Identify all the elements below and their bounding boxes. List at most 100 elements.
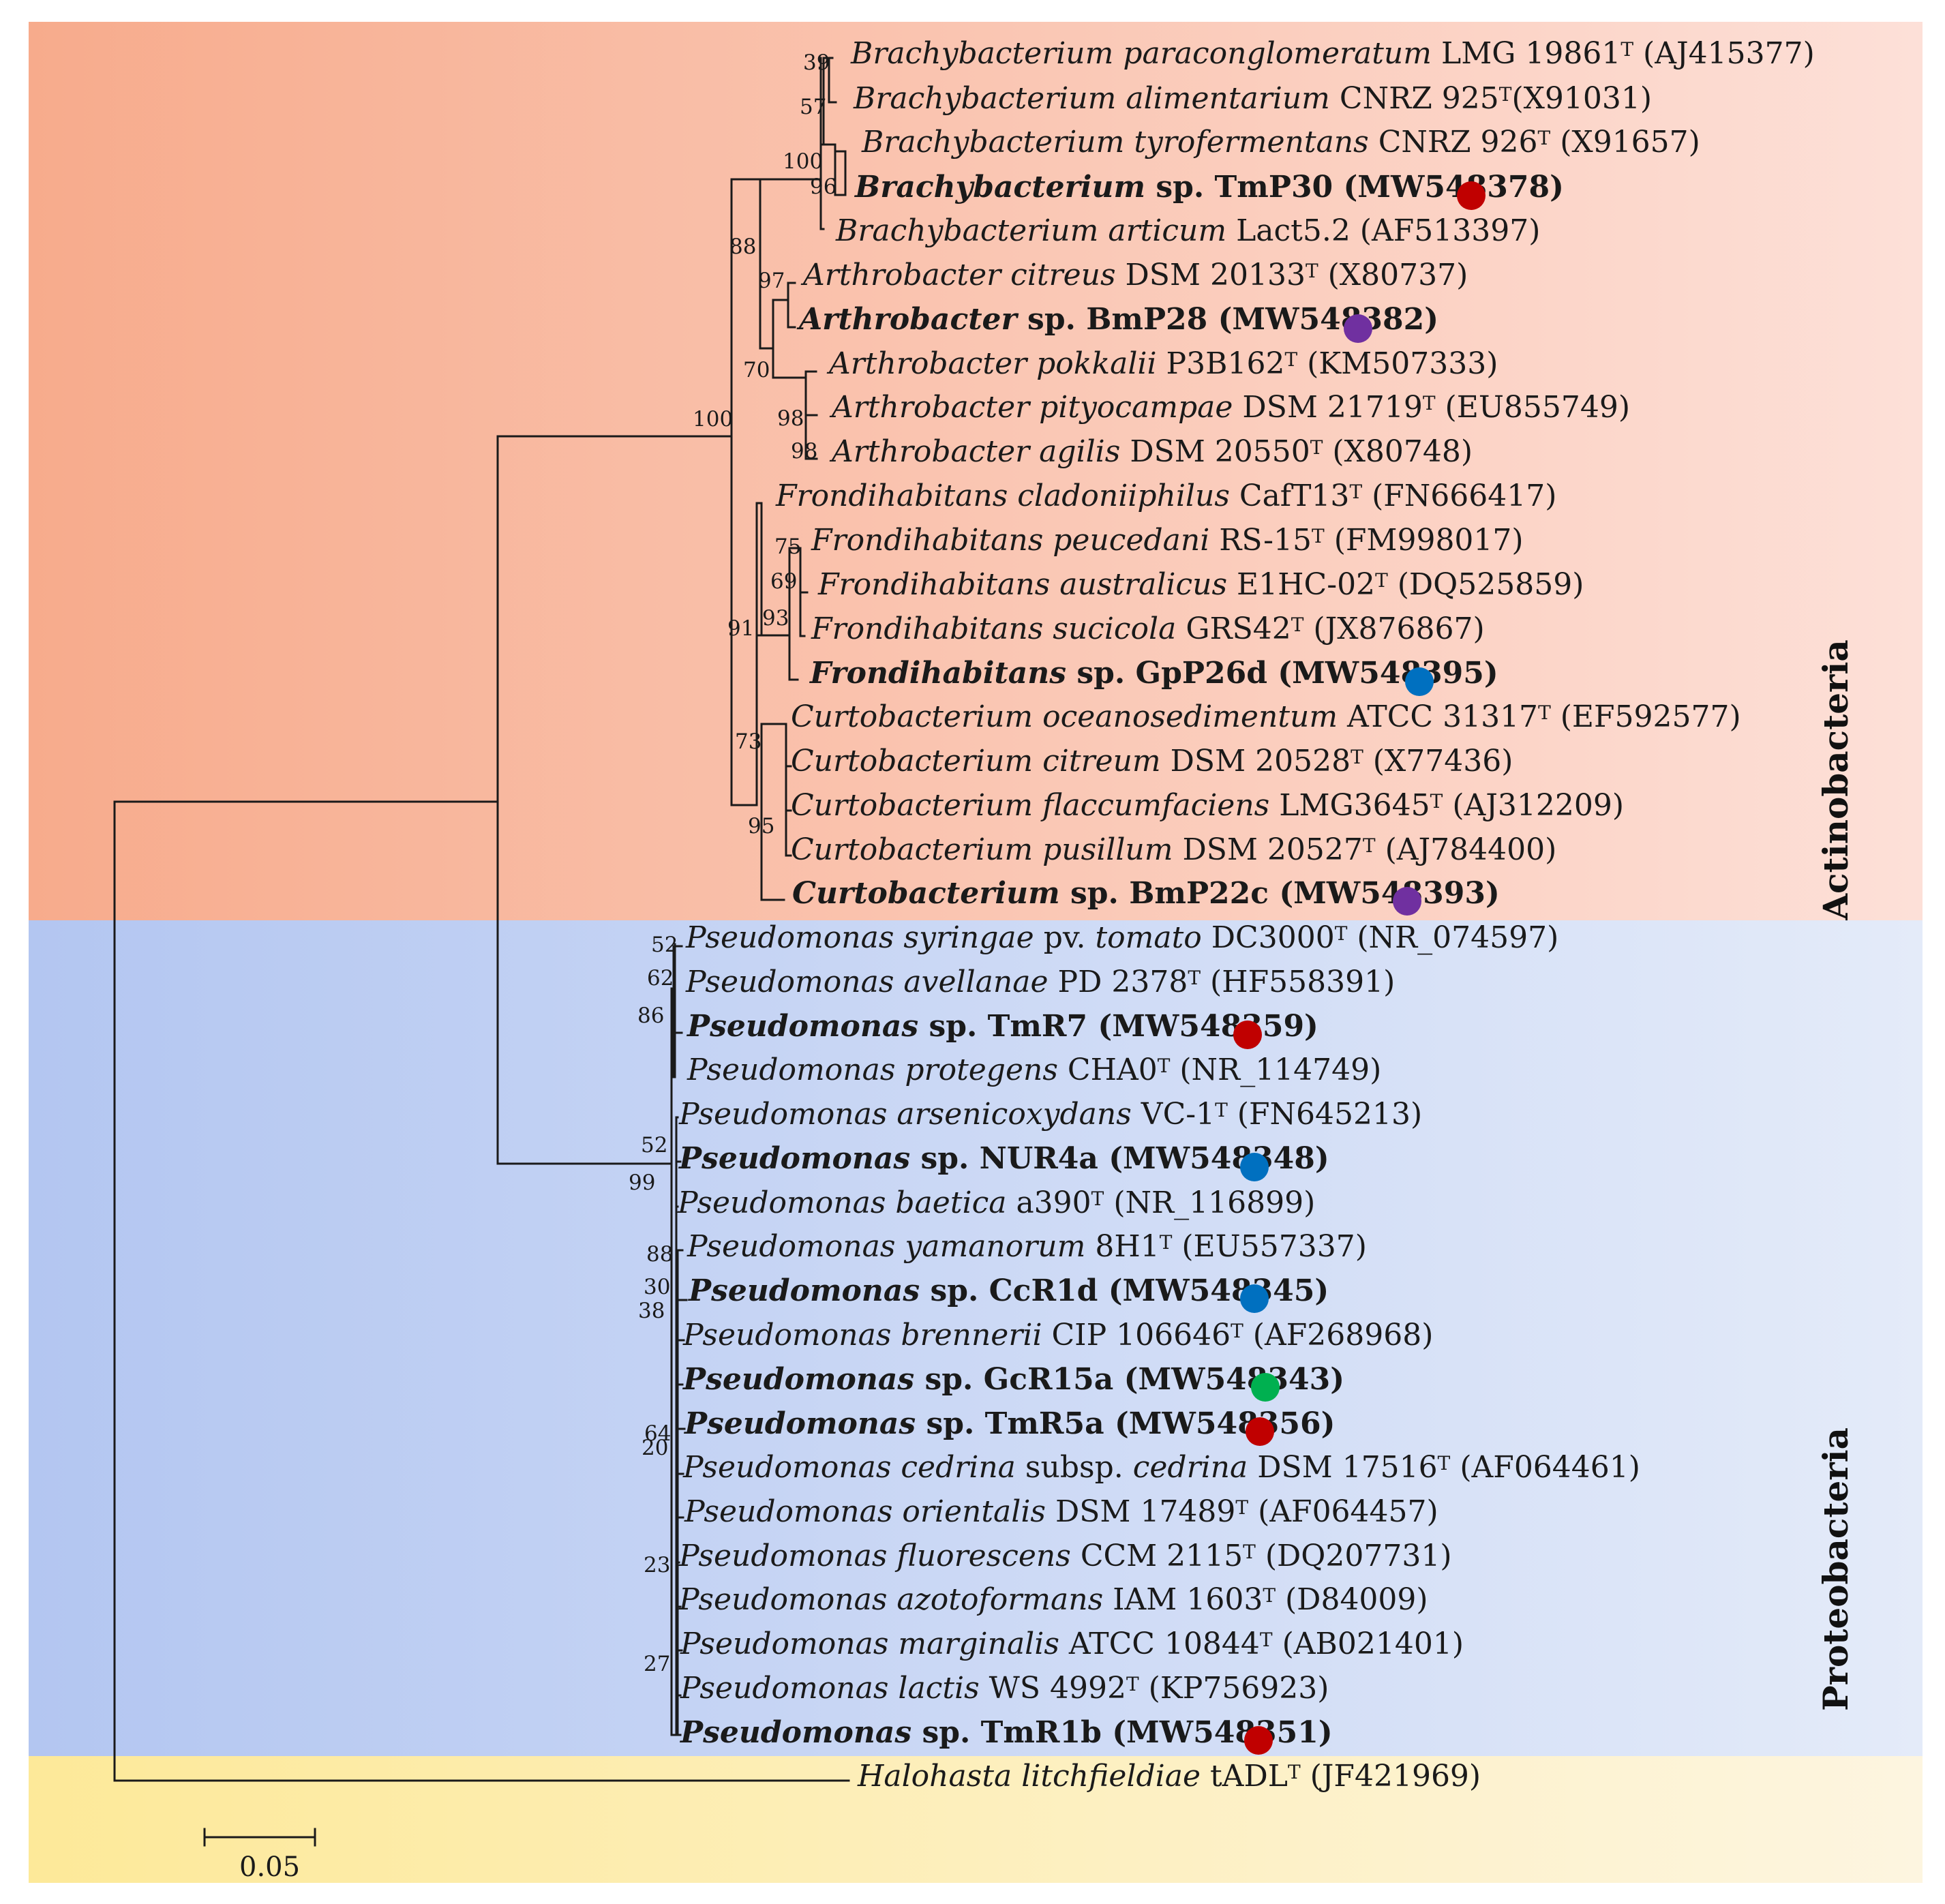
type-strain-mark: T [1430,790,1443,813]
taxon-label-part: (AF064461) [1450,1450,1640,1485]
taxon-label-part: tADL [1201,1759,1288,1794]
taxon-label-part: VC-1 [1132,1097,1215,1132]
blue-dot-marker [1240,1153,1269,1181]
taxon-label-part: ATCC 31317 [1338,699,1538,734]
taxon-label-part: 8H1 [1085,1229,1159,1264]
type-strain-mark: T [1263,1584,1276,1607]
type-strain-mark: T [1499,83,1512,106]
taxon-label-part: DSM 20528 [1161,744,1351,779]
taxon-label-part: sp. TmP30 (MW548378) [1145,170,1564,205]
taxon-label: Arthrobacter pityocampae DSM 21719T (EU8… [829,390,1630,425]
taxon-label: Pseudomonas azotoformans IAM 1603T (D840… [678,1582,1428,1617]
taxon-label: Pseudomonas arsenicoxydans VC-1T (FN6452… [678,1097,1422,1132]
taxon-label-part: Pseudomonas avellanae [685,965,1049,999]
taxon-label: Pseudomonas sp. NUR4a (MW548348) [678,1141,1329,1176]
taxon-label-part: RS-15 [1209,523,1312,558]
green-dot-marker [1251,1373,1280,1402]
taxon-label-part: Frondihabitans australicus [817,567,1227,602]
taxon-label-part: Pseudomonas yamanorum [687,1229,1085,1264]
type-strain-mark: T [1310,436,1323,459]
taxon-label: Pseudomonas sp. TmR7 (MW548359) [686,1009,1318,1044]
bootstrap-b62: 62 [647,966,674,991]
taxon-label-part: CHA0 [1058,1053,1158,1087]
taxon-label: Arthrobacter citreus DSM 20133T (X80737) [800,258,1468,292]
taxon-label-part: Frondihabitans [809,656,1066,691]
taxon-label-part: Curtobacterium flaccumfaciens [791,788,1269,823]
type-strain-mark: T [1438,1452,1451,1475]
taxon-label-part: DSM 21719 [1233,390,1422,425]
taxon-label: Curtobacterium oceanosedimentum ATCC 313… [791,699,1741,734]
taxon-label: Arthrobacter pokkalii P3B162T (KM507333) [826,346,1498,381]
taxon-label-part: Pseudomonas [686,1009,918,1044]
taxon-label-part: tomato [1095,920,1201,955]
taxon-label-part: (NR_116899) [1104,1185,1315,1220]
taxon-label: Brachybacterium alimentarium CNRZ 925T(X… [853,81,1652,116]
taxon-label-part: Pseudomonas syringae [685,920,1034,955]
type-strain-mark: T [1288,1761,1301,1783]
taxon-label-part: (X91657) [1550,125,1700,160]
type-strain-mark: T [1215,1099,1228,1121]
taxon-label-part: (KM507333) [1297,346,1498,381]
taxon-label: Pseudomonas sp. TmR5a (MW548356) [683,1406,1335,1441]
taxon-label-part: (JF421969) [1301,1759,1481,1794]
taxon-label-part: Brachybacterium paraconglomeratum [850,36,1432,71]
bootstrap-b64: 64 [644,1421,671,1446]
actinobacteria-label: Actinobacteria [1815,639,1856,920]
taxon-label-part: Curtobacterium pusillum [791,832,1173,867]
taxon-label: Frondihabitans sp. GpP26d (MW548395) [809,656,1498,691]
taxon-label-part: Brachybacterium [854,170,1145,205]
taxon-label-part: CafT13 [1230,479,1350,513]
type-strain-mark: T [1091,1188,1104,1210]
taxon-label-part: (X80748) [1323,434,1473,469]
taxon-label-part: Pseudomonas [682,1362,914,1397]
bootstrap-b73: 73 [735,729,762,754]
taxon-label-part: (DQ525859) [1388,567,1584,602]
taxon-label-part: Pseudomonas [679,1715,911,1750]
taxon-label: Pseudomonas avellanae PD 2378T (HF558391… [685,965,1395,999]
taxon-label: Curtobacterium citreum DSM 20528T (X7743… [791,744,1513,779]
bootstrap-b52a: 52 [651,933,678,957]
taxon-label-part: cedrina [1133,1450,1248,1485]
type-strain-mark: T [1375,569,1388,592]
taxon-label-part: (NR_114749) [1170,1053,1381,1087]
taxon-label: Brachybacterium tyrofermentans CNRZ 926T… [861,125,1700,160]
type-strain-mark: T [1235,1496,1248,1519]
type-strain-mark: T [1538,127,1551,149]
taxon-label-part: Pseudomonas [678,1141,910,1176]
taxon-label-part: Pseudomonas azotoformans [678,1582,1103,1617]
taxon-label-part: Curtobacterium oceanosedimentum [791,699,1338,734]
proteobacteria-label: Proteobacteria [1815,1427,1856,1711]
taxon-label-part: (FM998017) [1325,523,1524,558]
scale-bar-label: 0.05 [239,1852,300,1883]
taxon-label: Pseudomonas orientalis DSM 17489T (AF064… [684,1494,1438,1529]
taxon-label: Pseudomonas brennerii CIP 106646T (AF268… [682,1318,1433,1353]
taxon-label-part: (NR_074597) [1347,920,1558,955]
bootstrap-b20: 20 [642,1436,668,1460]
taxon-label-part: LMG 19861 [1432,36,1620,71]
taxon-label-part: (HF558391) [1201,965,1395,999]
taxon-label-part: Pseudomonas [687,1273,920,1308]
bootstrap-b100a: 100 [783,149,823,174]
taxon-label-part: DSM 17489 [1046,1494,1235,1529]
type-strain-mark: T [1243,1541,1256,1563]
bootstrap-b52b: 52 [641,1133,667,1158]
type-strain-mark: T [1312,525,1325,547]
type-strain-mark: T [1158,1055,1171,1077]
tree-branches [113,57,850,1782]
taxon-label-part: Frondihabitans peucedani [811,523,1209,558]
bootstrap-b69: 69 [770,569,797,594]
type-strain-mark: T [1538,701,1551,724]
taxon-label-part: (FN645213) [1228,1097,1422,1132]
taxon-label: Frondihabitans cladoniiphilus CafT13T (F… [775,479,1556,513]
taxon-label-part: DC3000 [1202,920,1335,955]
taxon-label-part: (AF064457) [1248,1494,1438,1529]
bootstrap-b91: 91 [727,616,754,641]
blue-dot-marker [1240,1284,1269,1313]
taxon-label-part: pv. [1034,920,1096,955]
taxon-label-part: (KP756923) [1139,1671,1329,1706]
taxon-label-part: subsp. [1016,1450,1133,1485]
type-strain-mark: T [1126,1673,1139,1695]
taxon-label: Brachybacterium articum Lact5.2 (AF51339… [835,213,1540,248]
taxon-labels: Brachybacterium paraconglomeratum LMG 19… [677,36,1815,1794]
purple-dot-marker [1344,314,1372,343]
